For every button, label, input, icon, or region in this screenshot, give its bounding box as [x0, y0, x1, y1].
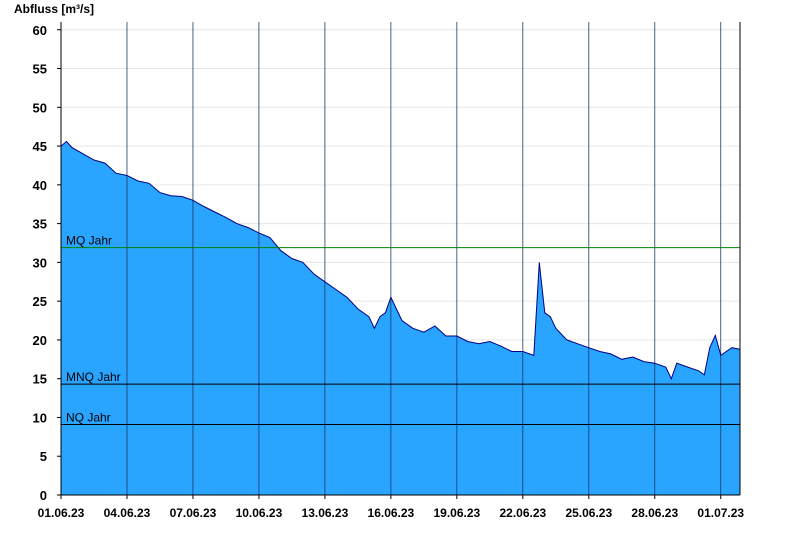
reference-line-label: MNQ Jahr: [66, 370, 121, 384]
y-tick-label: 20: [33, 333, 47, 348]
y-axis-label: Abfluss [m³/s]: [14, 2, 94, 16]
y-tick-labels: 0 5 10 15 20 25 30 35 40 45 50 55 60: [33, 23, 47, 503]
x-tick-label: 25.06.23: [565, 506, 612, 520]
y-tick-label: 0: [40, 488, 47, 503]
reference-lines: MQ Jahr MNQ Jahr NQ Jahr: [61, 234, 740, 425]
x-tick-label: 10.06.23: [236, 506, 283, 520]
reference-line-label: MQ Jahr: [66, 234, 112, 248]
x-tick-label: 28.06.23: [631, 506, 678, 520]
axes: [57, 22, 741, 499]
y-tick-label: 35: [33, 217, 47, 232]
x-tick-label: 19.06.23: [433, 506, 480, 520]
y-tick-label: 15: [33, 372, 47, 387]
y-tick-label: 10: [33, 410, 47, 425]
x-tick-label: 13.06.23: [302, 506, 349, 520]
x-tick-label: 01.06.23: [38, 506, 85, 520]
y-tick-label: 50: [33, 100, 47, 115]
x-tick-labels: 01.06.23 04.06.23 07.06.23 10.06.23 13.06.23…: [38, 506, 745, 520]
reference-line-label: NQ Jahr: [66, 410, 111, 424]
x-tick-label: 22.06.23: [499, 506, 546, 520]
y-tick-label: 60: [33, 23, 47, 38]
x-tick-label: 07.06.23: [170, 506, 217, 520]
y-tick-label: 40: [33, 178, 47, 193]
y-tick-label: 5: [40, 449, 47, 464]
x-tick-label: 04.06.23: [104, 506, 151, 520]
y-tick-label: 25: [33, 294, 47, 309]
y-tick-label: 45: [33, 139, 47, 154]
y-tick-label: 30: [33, 255, 47, 270]
discharge-line: [60, 140, 741, 381]
y-tick-label: 55: [33, 62, 47, 77]
x-tick-label: 01.07.23: [697, 506, 744, 520]
x-tick-label: 16.06.23: [368, 506, 415, 520]
